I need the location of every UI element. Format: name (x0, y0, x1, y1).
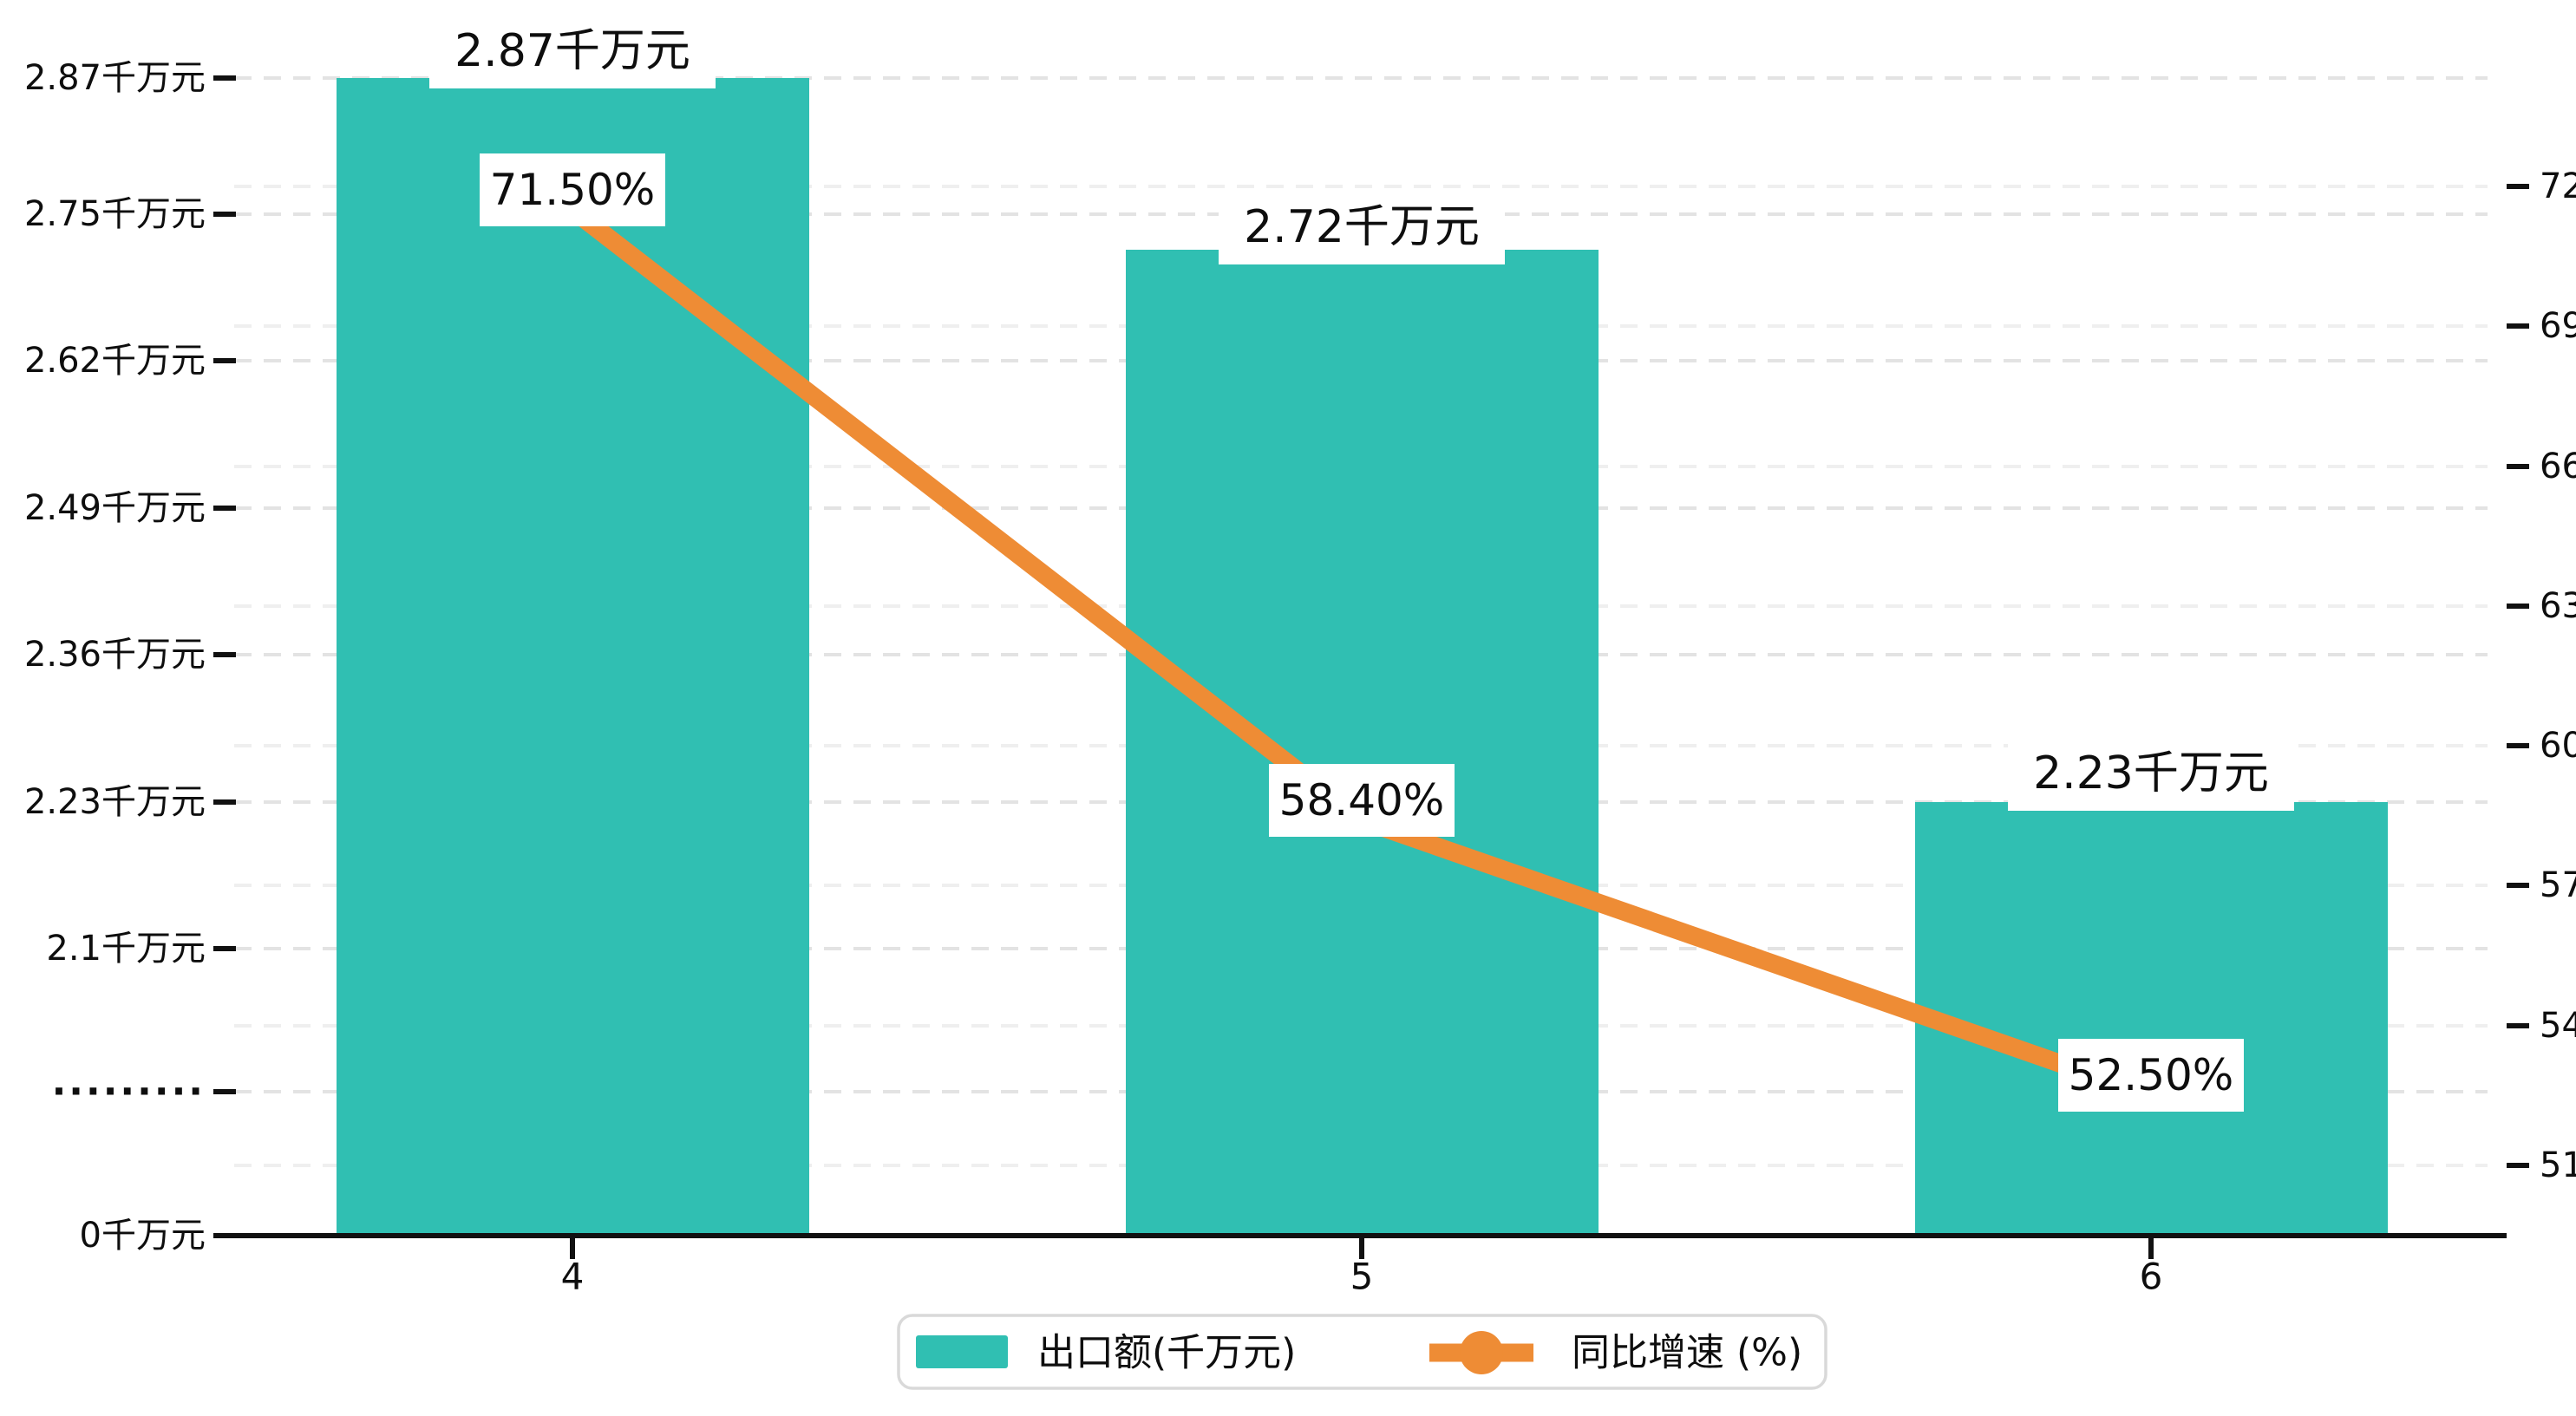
bar-month-5 (1126, 250, 1599, 1236)
line-label-2: 58.40% (1279, 775, 1445, 825)
left-axis-label-2.1: 2.1千万元 (46, 929, 206, 969)
right-axis-label-63: 63 (2540, 586, 2576, 626)
bar-value-label-2: 2.72千万元 (1244, 201, 1480, 253)
x-axis-ticks (570, 1238, 2154, 1259)
left-axis-label-0: 0千万元 (80, 1216, 206, 1256)
bar-month-6 (1915, 802, 2388, 1236)
x-axis-label-4: 4 (561, 1256, 585, 1298)
left-axis-break-dots: ········· (52, 1070, 206, 1114)
left-axis-label-2.62: 2.62千万元 (24, 341, 206, 381)
left-axis-label-2.87: 2.87千万元 (24, 58, 206, 98)
legend-bar-label: 出口额(千万元) (1037, 1331, 1296, 1375)
left-axis-label-2.75: 2.75千万元 (24, 194, 206, 234)
legend-line-label: 同比增速 (%) (1572, 1331, 1802, 1375)
right-axis-ticks (2507, 184, 2529, 1168)
line-label-1: 71.50% (490, 165, 656, 215)
line-label-bg-2 (1269, 764, 1455, 837)
right-axis-label-54: 54 (2540, 1006, 2576, 1046)
right-axis-label-72: 72 (2540, 166, 2576, 206)
bar-value-label-1: 2.87千万元 (454, 25, 690, 77)
bar-value-label-bg-2 (1219, 190, 1505, 264)
x-axis-label-6: 6 (2140, 1256, 2163, 1298)
bar-value-label-bg-1 (429, 14, 716, 88)
legend-box (897, 1314, 1827, 1390)
right-axis-label-69: 69 (2540, 306, 2576, 346)
left-axis-label-2.49: 2.49千万元 (24, 488, 206, 528)
bar-month-4 (337, 78, 809, 1236)
legend-bar-swatch-icon (916, 1335, 1008, 1368)
line-label-bg-3 (2058, 1039, 2244, 1112)
bar-value-label-3: 2.23千万元 (2033, 747, 2269, 799)
bar-value-labels: 2.87千万元 2.72千万元 2.23千万元 (429, 14, 2294, 811)
left-axis-label-2.36: 2.36千万元 (24, 635, 206, 675)
left-axis-labels: 2.87千万元 2.75千万元 2.62千万元 2.49千万元 2.36千万元 … (24, 58, 206, 1256)
left-axis-ticks (213, 75, 236, 1238)
right-axis-label-60: 60 (2540, 726, 2576, 766)
x-axis-labels: 4 5 6 (561, 1256, 2163, 1298)
left-axis-label-2.23: 2.23千万元 (24, 782, 206, 822)
line-label-3: 52.50% (2069, 1050, 2234, 1100)
right-axis-label-66: 66 (2540, 447, 2576, 486)
line-label-bg-1 (480, 153, 665, 226)
bar-series (337, 78, 2388, 1236)
right-axis-label-57: 57 (2540, 865, 2576, 905)
line-point-labels: 71.50% 58.40% 52.50% (480, 153, 2244, 1112)
right-axis-label-51: 51 (2540, 1145, 2576, 1185)
x-axis-label-5: 5 (1350, 1256, 1374, 1298)
right-axis-labels: 72 69 66 63 60 57 54 51 (2540, 166, 2576, 1185)
legend: 出口额(千万元) 同比增速 (%) (897, 1314, 1827, 1390)
bar-value-label-bg-3 (2008, 736, 2294, 811)
legend-line-dot-icon (1460, 1331, 1503, 1374)
